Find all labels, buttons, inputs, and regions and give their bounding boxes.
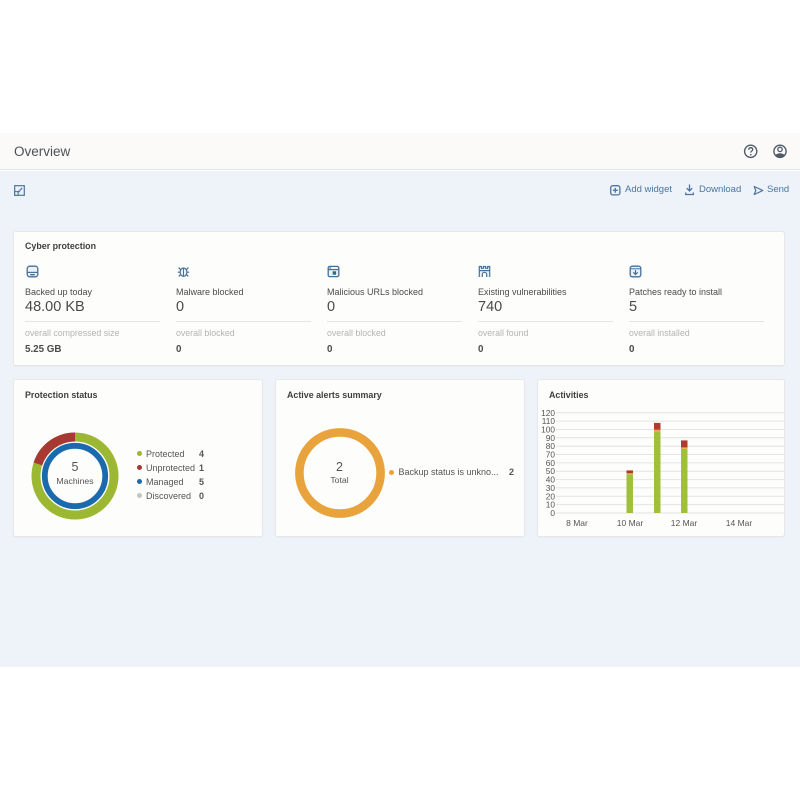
- svg-text:10: 10: [546, 500, 556, 510]
- svg-text:10 Mar: 10 Mar: [617, 518, 644, 528]
- svg-text:12 Mar: 12 Mar: [671, 518, 698, 528]
- svg-text:40: 40: [546, 475, 556, 485]
- svg-text:80: 80: [546, 441, 556, 451]
- svg-text:70: 70: [546, 450, 556, 460]
- svg-text:100: 100: [541, 425, 555, 435]
- svg-text:120: 120: [541, 408, 555, 418]
- svg-text:8 Mar: 8 Mar: [566, 518, 588, 528]
- svg-text:14 Mar: 14 Mar: [726, 518, 753, 528]
- svg-text:0: 0: [550, 508, 555, 518]
- svg-text:60: 60: [546, 458, 556, 468]
- svg-text:20: 20: [546, 491, 556, 501]
- svg-text:90: 90: [546, 433, 556, 443]
- svg-text:50: 50: [546, 466, 556, 476]
- svg-text:110: 110: [542, 416, 556, 426]
- svg-text:30: 30: [546, 483, 556, 493]
